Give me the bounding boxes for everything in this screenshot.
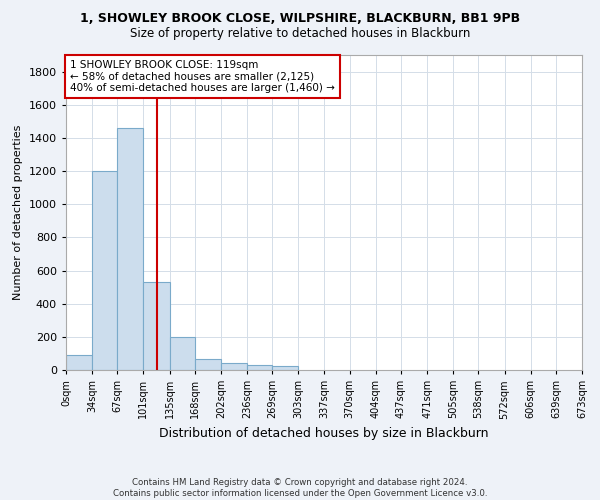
Bar: [66, 355, 92, 370]
X-axis label: Distribution of detached houses by size in Blackburn: Distribution of detached houses by size …: [159, 427, 489, 440]
Bar: [272, 366, 298, 370]
Bar: [247, 365, 272, 370]
Bar: [118, 128, 143, 370]
Bar: [221, 364, 247, 370]
Text: 1, SHOWLEY BROOK CLOSE, WILPSHIRE, BLACKBURN, BB1 9PB: 1, SHOWLEY BROOK CLOSE, WILPSHIRE, BLACK…: [80, 12, 520, 26]
Bar: [170, 337, 195, 370]
Y-axis label: Number of detached properties: Number of detached properties: [13, 125, 23, 300]
Text: Size of property relative to detached houses in Blackburn: Size of property relative to detached ho…: [130, 28, 470, 40]
Bar: [92, 171, 118, 370]
Bar: [195, 359, 221, 370]
Text: Contains HM Land Registry data © Crown copyright and database right 2024.
Contai: Contains HM Land Registry data © Crown c…: [113, 478, 487, 498]
Bar: [143, 282, 170, 370]
Text: 1 SHOWLEY BROOK CLOSE: 119sqm
← 58% of detached houses are smaller (2,125)
40% o: 1 SHOWLEY BROOK CLOSE: 119sqm ← 58% of d…: [70, 60, 335, 93]
